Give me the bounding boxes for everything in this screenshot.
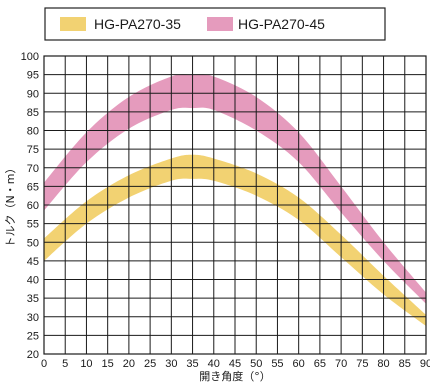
y-tick-label: 70 xyxy=(27,163,39,175)
legend-label-series-1: HG-PA270-35 xyxy=(94,16,181,32)
x-tick-label: 85 xyxy=(399,358,411,370)
y-tick-label: 25 xyxy=(27,330,39,342)
x-tick-label: 25 xyxy=(144,358,156,370)
y-tick-label: 80 xyxy=(27,126,39,138)
x-tick-label: 55 xyxy=(271,358,283,370)
y-tick-label: 60 xyxy=(27,200,39,212)
y-tick-label: 20 xyxy=(27,349,39,361)
x-tick-label: 20 xyxy=(123,358,135,370)
y-tick-label: 45 xyxy=(27,256,39,268)
x-tick-label: 75 xyxy=(356,358,368,370)
grid xyxy=(43,55,427,355)
y-tick-label: 55 xyxy=(27,219,39,231)
legend-label-series-2: HG-PA270-45 xyxy=(238,16,325,32)
y-tick-label: 85 xyxy=(27,107,39,119)
x-tick-label: 80 xyxy=(377,358,389,370)
y-tick-label: 100 xyxy=(21,51,39,63)
x-tick-label: 40 xyxy=(208,358,220,370)
legend-swatch-series-2 xyxy=(207,17,233,31)
y-tick-label: 40 xyxy=(27,275,39,287)
x-tick-label: 35 xyxy=(186,358,198,370)
x-axis-label: 開き角度（°） xyxy=(199,369,271,383)
y-tick-label: 35 xyxy=(27,293,39,305)
x-tick-label: 90 xyxy=(420,358,430,370)
x-tick-label: 70 xyxy=(335,358,347,370)
x-tick-label: 30 xyxy=(165,358,177,370)
x-tick-label: 60 xyxy=(293,358,305,370)
x-tick-label: 10 xyxy=(80,358,92,370)
legend: HG-PA270-35 HG-PA270-45 xyxy=(44,7,386,41)
x-tick-label: 45 xyxy=(229,358,241,370)
legend-swatch-series-1 xyxy=(60,17,86,31)
x-tick-label: 50 xyxy=(250,358,262,370)
x-tick-labels: 0 5 10 15 20 25 30 35 40 45 50 55 60 65 70 75 80 85 90 xyxy=(41,358,430,370)
y-tick-label: 50 xyxy=(27,237,39,249)
x-tick-label: 15 xyxy=(102,358,114,370)
plot-frame xyxy=(43,55,427,355)
y-tick-label: 90 xyxy=(27,88,39,100)
y-axis-label: トルク（N・m） xyxy=(4,163,17,248)
y-tick-labels: 20 25 30 35 40 45 50 55 60 65 70 75 80 85 90 95 100 xyxy=(21,51,39,361)
y-tick-label: 75 xyxy=(27,144,39,156)
x-tick-label: 0 xyxy=(41,358,47,370)
y-tick-label: 95 xyxy=(27,70,39,82)
y-tick-label: 65 xyxy=(27,181,39,193)
y-tick-label: 30 xyxy=(27,312,39,324)
x-tick-label: 65 xyxy=(314,358,326,370)
x-tick-label: 5 xyxy=(62,358,68,370)
